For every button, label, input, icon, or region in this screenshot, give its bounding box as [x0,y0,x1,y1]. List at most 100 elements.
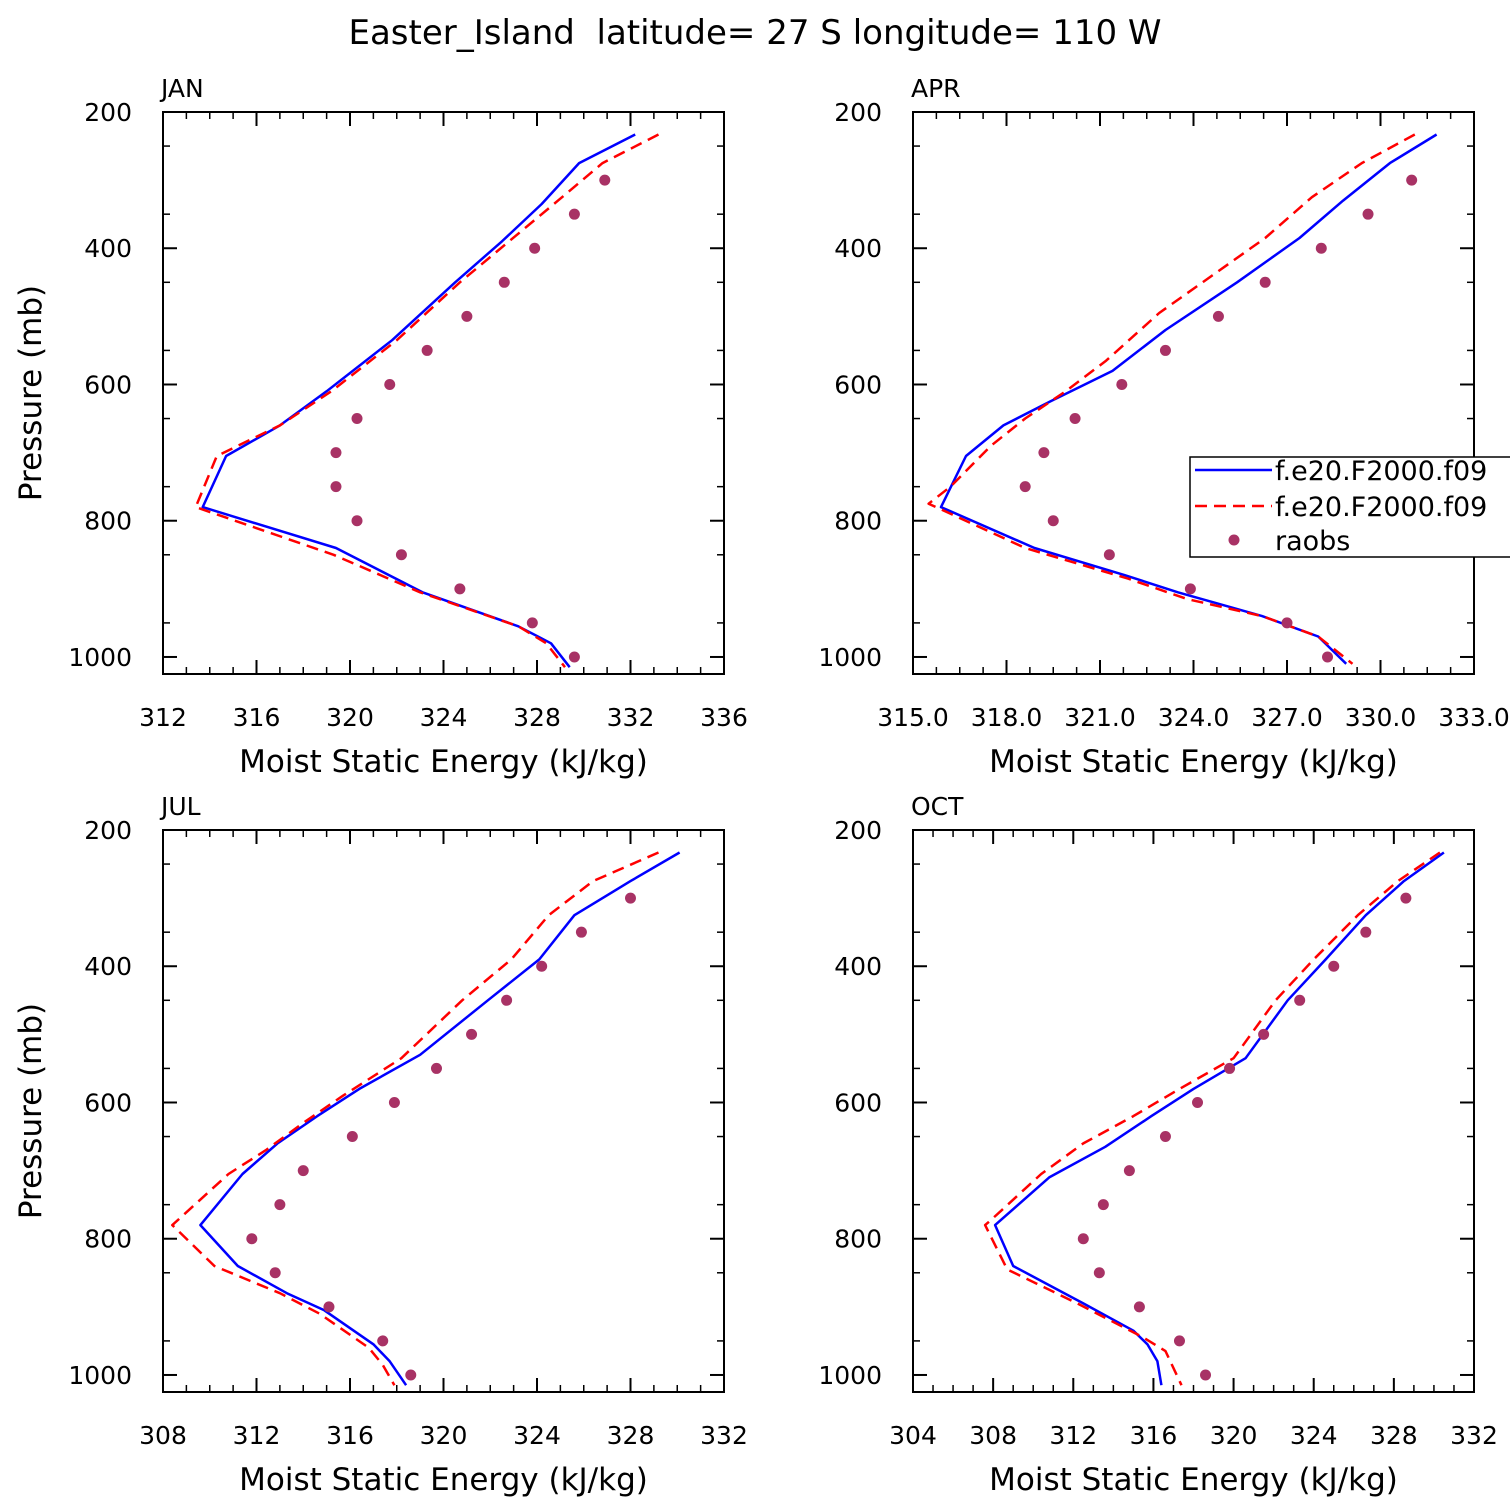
panel-jul-ytick-label: 1000 [68,1361,132,1390]
panel-jul-ytick-label: 400 [84,952,132,981]
panel-oct-xtick-label: 332 [1450,1421,1498,1450]
panel-jan-line-2 [194,133,660,668]
panel-oct-series-1 [993,851,1445,1386]
panel-apr-obs-point [1047,515,1059,527]
panel-apr-obs-point [1184,583,1196,595]
panel-jan-xtick-label: 328 [513,703,561,732]
panel-jan-obs-point [454,583,466,595]
legend-entry-obs: raobs [1275,526,1350,557]
panel-jan-frame [162,111,725,675]
panel-apr-series-2 [927,133,1416,665]
panel-oct-xtick-label: 304 [889,1421,937,1450]
panel-oct-title: OCT [911,792,964,821]
panel-jul-ytick-label: 800 [84,1225,132,1254]
panel-jan-obs-point [330,481,342,493]
panel-jan-xtick-label: 332 [607,703,655,732]
panel-jan-ytick-label: 400 [84,234,132,263]
panel-jul-ytick-label: 600 [84,1088,132,1117]
panel-jul-series-3 [246,892,636,1381]
panel-jul-obs-point [346,1131,358,1143]
panel-apr: APR 315.0 318.0 321.0 324.0 327.0 330.0 333.0 20… [818,74,1509,780]
panel-oct-xtick-label: 312 [1049,1421,1097,1450]
panel-apr-xtick-label: 333.0 [1438,703,1510,732]
panel-jan-ytick-label: 1000 [68,643,132,672]
panel-apr-obs-point [1322,651,1334,663]
panel-jul-xtick-label: 320 [420,1421,468,1450]
panel-jan-obs-point [330,447,342,459]
panel-apr-obs-point [1159,344,1171,356]
panel-jul-obs-point [269,1267,281,1279]
panel-jul-obs-point [388,1096,400,1108]
panel-jan-obs-point [529,242,541,254]
panel-apr-ytick-label: 400 [834,234,882,263]
panel-jul-series-2 [171,851,660,1386]
panel-jan-xtick-label: 320 [326,703,374,732]
panel-oct-obs-point [1258,1028,1270,1040]
panel-oct-xlabel: Moist Static Energy (kJ/kg) [989,1462,1398,1498]
panel-apr-title: APR [911,74,961,103]
panel-apr-ytick-label: 600 [834,370,882,399]
panel-jul-xtick-label: 328 [607,1421,655,1450]
panel-jul-ytick-label: 200 [84,816,132,845]
legend-swatch-obs [1228,534,1240,546]
panel-oct-line-2 [983,851,1441,1386]
panel-jan-xlabel: Moist Static Energy (kJ/kg) [239,744,648,780]
panel-oct-xtick-label: 316 [1130,1421,1178,1450]
panel-apr-obs-point [1281,617,1293,629]
panel-apr-obs-point [1019,481,1031,493]
panel-oct-obs-point [1400,892,1412,904]
panel-apr-ytick-label: 800 [834,507,882,536]
panel-apr-obs-point [1069,413,1081,425]
panel-oct-obs-point [1077,1233,1089,1245]
panel-jul-title: JUL [159,792,201,821]
panel-oct-obs-point [1159,1131,1171,1143]
panel-jul-obs-point [274,1199,286,1211]
panel-jul-xtick-label: 332 [700,1421,748,1450]
panel-oct-xtick-label: 324 [1290,1421,1338,1450]
panel-jan-obs-point [526,617,538,629]
panel-jul-xtick-label: 312 [233,1421,281,1450]
panel-apr-obs-point [1406,174,1418,186]
panel-oct-obs-point [1200,1369,1212,1381]
panel-apr-obs-point [1315,242,1327,254]
panel-jul-frame [162,829,725,1393]
panel-oct-frame [912,829,1475,1393]
panel-jul-xlabel: Moist Static Energy (kJ/kg) [239,1462,648,1498]
panel-jul-ylabel: Pressure (mb) [13,1003,49,1219]
panel-jul-obs-point [501,994,513,1006]
panel-oct-ytick-label: 600 [834,1088,882,1117]
panel-apr-xlabel: Moist Static Energy (kJ/kg) [989,744,1398,780]
panel-jul-line-1 [199,851,681,1386]
panels: JAN 312 316 320 324 328 332 336 200 400 600 800 1000… [13,74,1510,1498]
panel-oct-series-3 [1077,892,1412,1381]
panel-jul-series-1 [199,851,681,1386]
panel-apr-xtick-label: 321.0 [1064,703,1136,732]
panel-apr-xtick-label: 318.0 [971,703,1043,732]
panel-jul-obs-point [466,1028,478,1040]
panel-jul: JUL 308 312 316 320 324 328 332 200 400 600 800 1000… [13,792,748,1498]
panel-oct-line-1 [993,851,1445,1386]
panel-oct-ytick-label: 200 [834,816,882,845]
panel-apr-ytick-label: 1000 [818,643,882,672]
panel-oct-xtick-label: 320 [1210,1421,1258,1450]
panel-jan-title: JAN [159,74,204,103]
panel-jul-obs-point [297,1165,309,1177]
panel-apr-ytick-label: 200 [834,98,882,127]
panel-jan-obs-point [351,413,363,425]
panel-apr-obs-point [1212,310,1224,322]
panel-jul-xtick-label: 324 [513,1421,561,1450]
panel-oct-obs-point [1360,926,1372,938]
panel-oct: OCT 304 308 312 316 320 324 328 332 200 400 600 800 1… [818,792,1497,1498]
panel-jan-xtick-label: 336 [700,703,748,732]
legend-entry-model2: f.e20.F2000.f09 [1275,492,1487,523]
panel-apr-obs-point [1103,549,1115,561]
panel-oct-series-2 [983,851,1441,1386]
figure-title: Easter_Island latitude= 27 S longitude= … [348,13,1161,53]
panel-apr-obs-point [1038,447,1050,459]
panel-jan-obs-point [599,174,611,186]
panel-jan-obs-point [351,515,363,527]
panel-jul-obs-point [536,960,548,972]
panel-jan-xtick-label: 312 [139,703,187,732]
panel-jul-xtick-label: 316 [326,1421,374,1450]
